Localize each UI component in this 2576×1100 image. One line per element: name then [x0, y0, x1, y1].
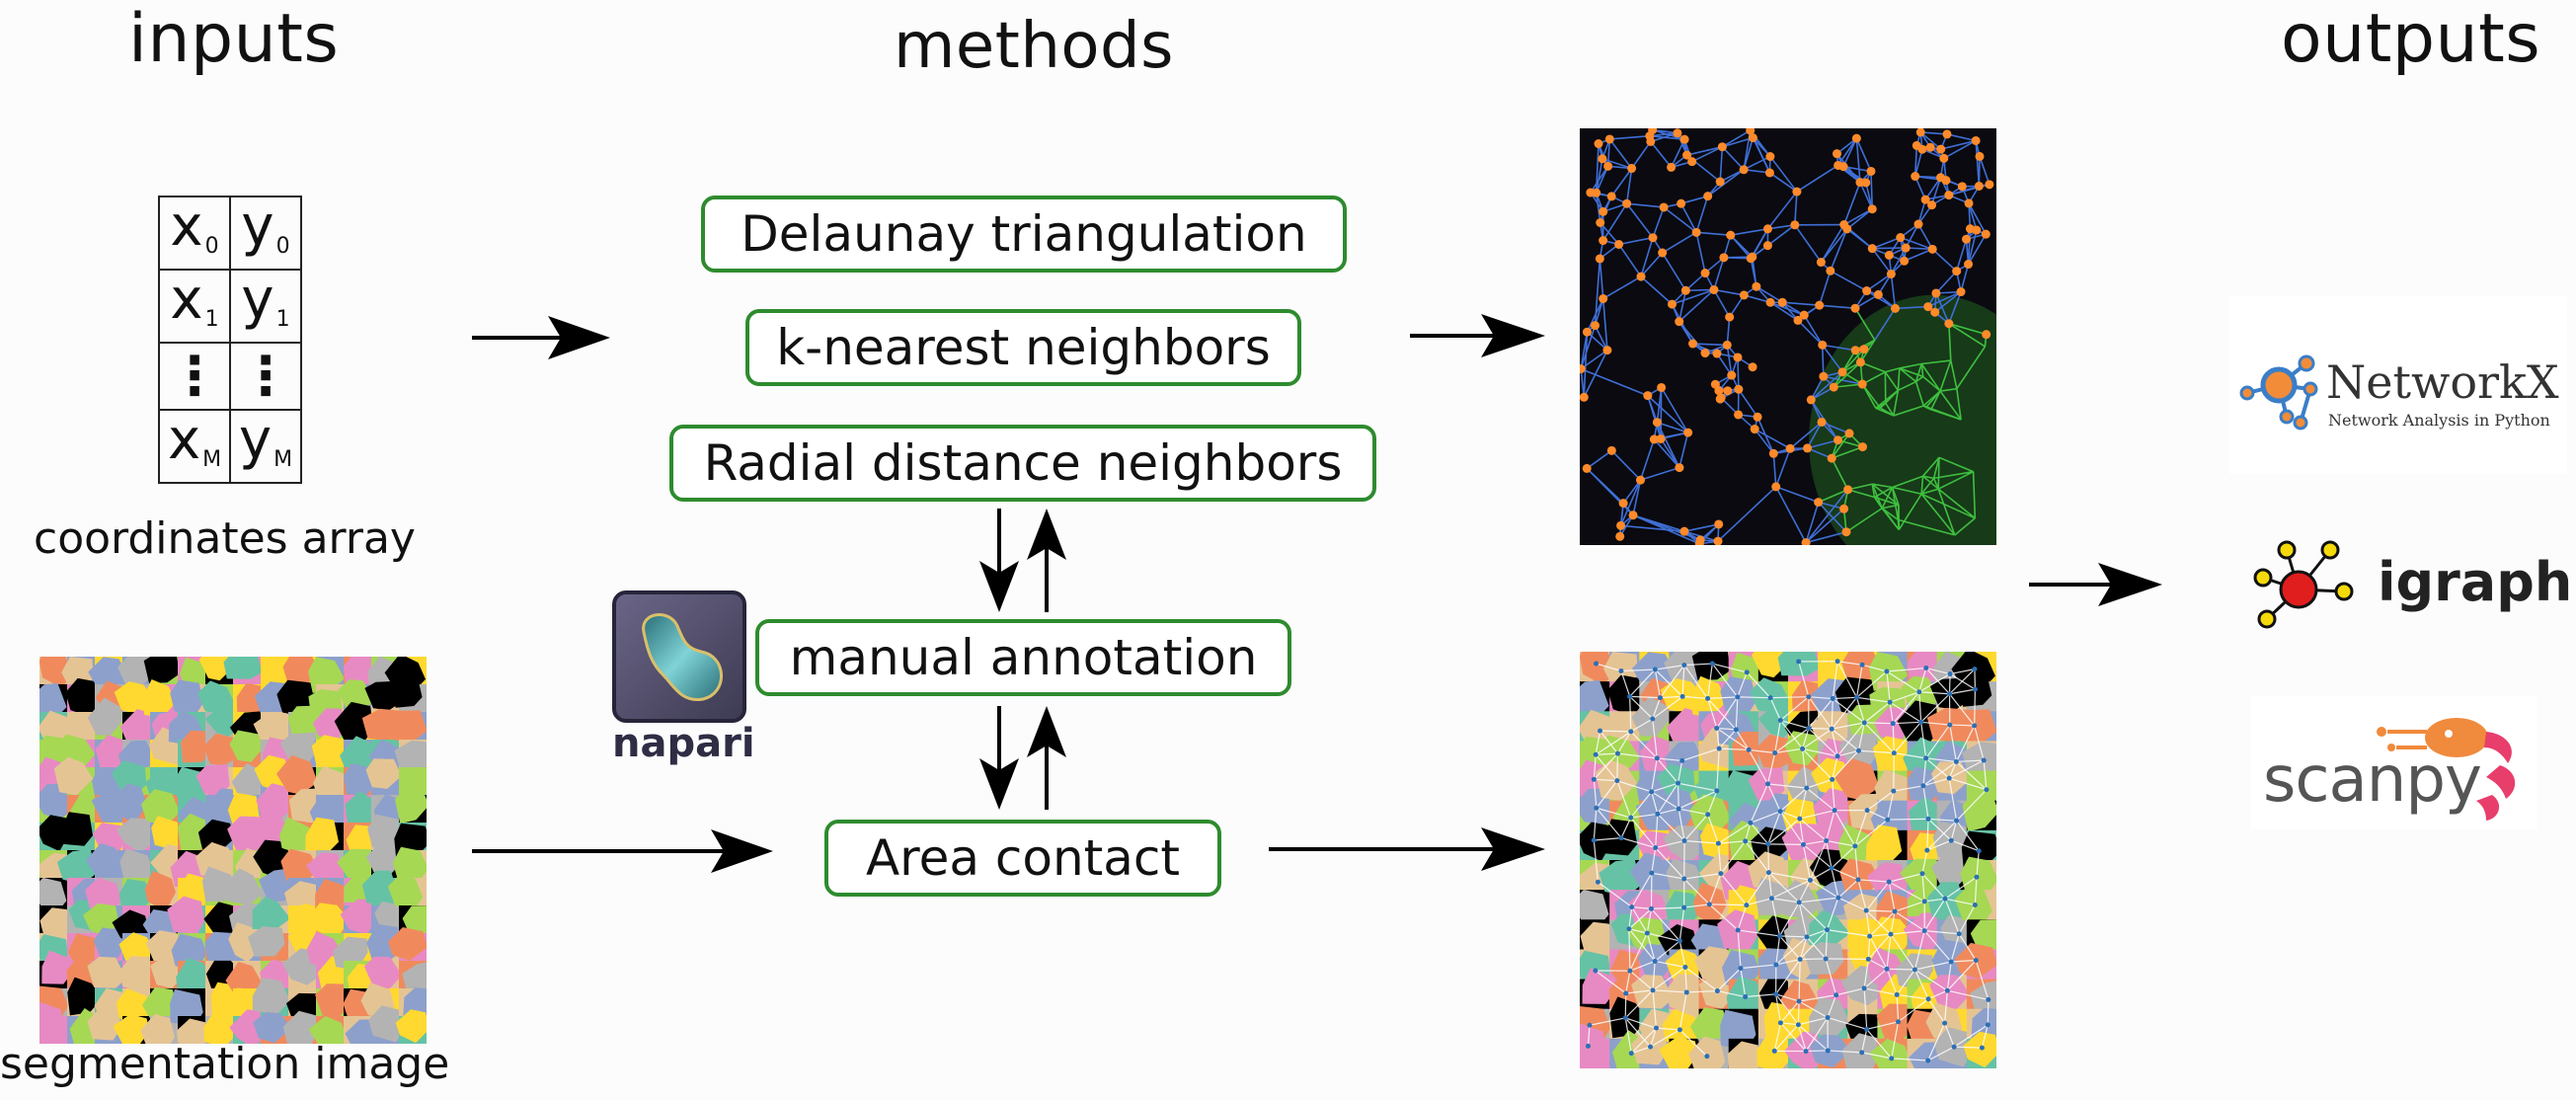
scanpy-icon: [2377, 718, 2516, 821]
coord-row: xM yM: [158, 409, 302, 484]
area-contact-box: Area contact: [824, 820, 1221, 897]
coord-row: x0 y0: [158, 196, 302, 271]
x-cell: xM: [158, 409, 231, 484]
scanpy-logo: scanpy: [2251, 696, 2537, 829]
methods-heading: methods: [894, 10, 1174, 83]
arrow-methods-to-graph-icon: [1410, 314, 1545, 357]
networkx-icon: [2239, 354, 2318, 431]
arrow-area-up-icon: [1027, 706, 1066, 810]
knn-label: k-nearest neighbors: [776, 319, 1271, 376]
delaunay-label: Delaunay triangulation: [741, 205, 1307, 263]
coord-row: x1 y1: [158, 269, 302, 344]
radial-label: Radial distance neighbors: [703, 434, 1343, 492]
segmentation-caption: segmentation image: [0, 1039, 450, 1089]
knn-method-box: k-nearest neighbors: [745, 309, 1301, 386]
igraph-name: igraph: [2378, 551, 2573, 613]
networkx-name: NetworkX: [2326, 355, 2559, 409]
networkx-tagline: Network Analysis in Python: [2328, 411, 2550, 430]
delaunay-graph-image: [1580, 128, 1996, 545]
napari-label: napari: [612, 721, 755, 766]
y-cell: y0: [229, 196, 302, 271]
coord-row: ⋮ ⋮: [158, 342, 302, 411]
x-cell: ⋮: [158, 342, 231, 411]
napari-icon: [612, 590, 746, 723]
area-contact-graph-image: [1580, 652, 1996, 1068]
coordinates-array-table: x0 y0 x1 y1 ⋮ ⋮ xM yM: [158, 196, 302, 484]
y-cell: ⋮: [229, 342, 302, 411]
arrow-manual-up-icon: [1027, 509, 1066, 612]
arrow-coords-to-methods-icon: [472, 316, 610, 359]
y-cell: y1: [229, 269, 302, 344]
outputs-heading: outputs: [2281, 0, 2541, 78]
area-label: Area contact: [865, 829, 1181, 887]
radial-method-box: Radial distance neighbors: [669, 425, 1376, 502]
igraph-icon: [2253, 540, 2354, 629]
y-cell: yM: [229, 409, 302, 484]
arrow-radial-down-icon: [979, 509, 1019, 612]
segmentation-image: [39, 657, 427, 1044]
arrow-area-to-seg-graph-icon: [1269, 827, 1545, 871]
manual-annotation-box: manual annotation: [755, 619, 1291, 696]
networkx-logo: NetworkX Network Analysis in Python: [2229, 296, 2567, 474]
delaunay-method-box: Delaunay triangulation: [701, 196, 1347, 273]
x-cell: x1: [158, 269, 231, 344]
manual-label: manual annotation: [789, 629, 1258, 686]
arrow-graphs-to-outputs-icon: [2029, 563, 2162, 606]
coordinates-caption: coordinates array: [34, 513, 416, 564]
arrow-seg-to-area-icon: [472, 829, 773, 873]
inputs-heading: inputs: [128, 0, 340, 78]
arrow-manual-down-icon: [979, 706, 1019, 810]
x-cell: x0: [158, 196, 231, 271]
